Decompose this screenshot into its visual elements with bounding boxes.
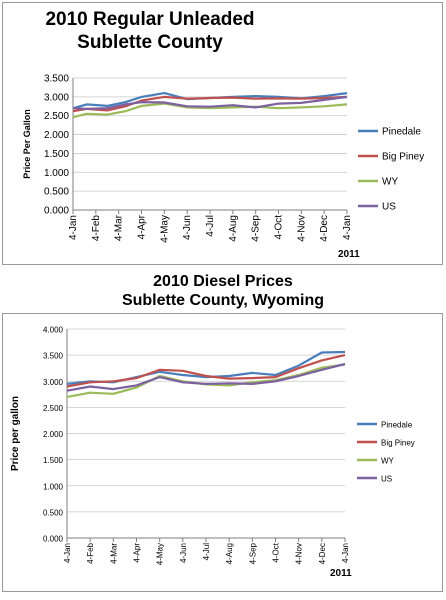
chart-subtitle-line: Sublette County, Wyoming: [121, 292, 325, 309]
chart-panel-diesel: [2, 313, 443, 592]
chart-title-line: 2010 Diesel Prices: [153, 273, 293, 290]
chart-title-line: 2010 Regular Unleaded: [45, 9, 255, 30]
chart-panel-unleaded: [2, 2, 443, 265]
chart-title-unleaded: 2010 Regular Unleaded Sublette County: [0, 8, 300, 54]
chart-title-diesel: 2010 Diesel Prices Sublette County, Wyom…: [0, 272, 446, 310]
chart-subtitle-line: Sublette County: [77, 32, 223, 53]
